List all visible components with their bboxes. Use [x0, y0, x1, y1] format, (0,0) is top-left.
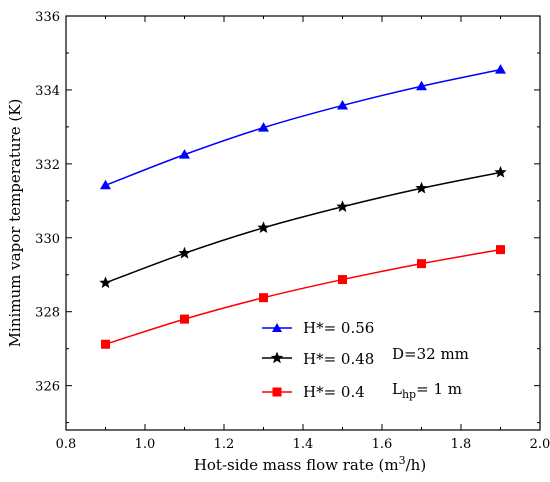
- annotation-length: Lhp= 1 m: [392, 380, 462, 401]
- x-tick-label: 1.6: [372, 437, 393, 452]
- data-point: [417, 259, 426, 269]
- series-lines: [105, 68, 501, 345]
- data-point: [416, 80, 427, 91]
- legend-marker-square: [272, 387, 282, 397]
- x-tick-label: 1.0: [135, 437, 156, 452]
- data-point: [336, 200, 349, 212]
- y-axis-label: Minimum vapor temperature (K): [6, 99, 24, 348]
- y-tick-label: 336: [35, 10, 60, 25]
- axis-ticks: 0.8 1.0 1.2 1.4 1.6 1.8 2.0 326 328 330 332 334 336: [35, 10, 550, 452]
- x-axis-label: Hot-side mass flow rate (m3/h): [194, 454, 426, 474]
- legend: H*= 0.56 H*= 0.48 H*= 0.4: [262, 319, 374, 401]
- data-point: [259, 293, 268, 303]
- data-point: [101, 339, 110, 349]
- x-tick-label: 2.0: [530, 437, 550, 452]
- data-point: [338, 275, 347, 285]
- data-point: [99, 276, 112, 289]
- x-tick-label: 0.8: [56, 437, 77, 452]
- series-markers: [99, 64, 507, 349]
- data-point: [179, 149, 190, 159]
- data-point: [178, 246, 191, 259]
- x-tick-label: 1.8: [451, 437, 472, 452]
- data-point: [258, 122, 269, 132]
- data-point: [494, 165, 507, 178]
- data-point: [496, 245, 505, 255]
- legend-label-h04: H*= 0.4: [303, 383, 365, 401]
- data-point: [495, 64, 506, 74]
- y-tick-label: 334: [35, 84, 60, 99]
- legend-marker-star: [270, 351, 284, 364]
- data-point: [415, 181, 428, 194]
- annotation-diameter: D=32 mm: [392, 345, 469, 363]
- data-point: [257, 221, 270, 234]
- y-tick-label: 326: [35, 380, 60, 395]
- y-tick-label: 332: [35, 158, 60, 173]
- legend-marker-triangle: [272, 323, 282, 332]
- legend-label-h048: H*= 0.48: [303, 350, 374, 368]
- data-point: [337, 99, 348, 110]
- x-tick-label: 1.4: [293, 437, 314, 452]
- data-point: [100, 179, 111, 190]
- y-tick-label: 328: [35, 306, 60, 321]
- y-tick-label: 330: [35, 232, 60, 247]
- data-point: [180, 314, 189, 324]
- x-tick-label: 1.2: [214, 437, 235, 452]
- series-line: [105, 171, 501, 284]
- series-line: [105, 68, 501, 186]
- legend-label-h056: H*= 0.56: [303, 319, 374, 337]
